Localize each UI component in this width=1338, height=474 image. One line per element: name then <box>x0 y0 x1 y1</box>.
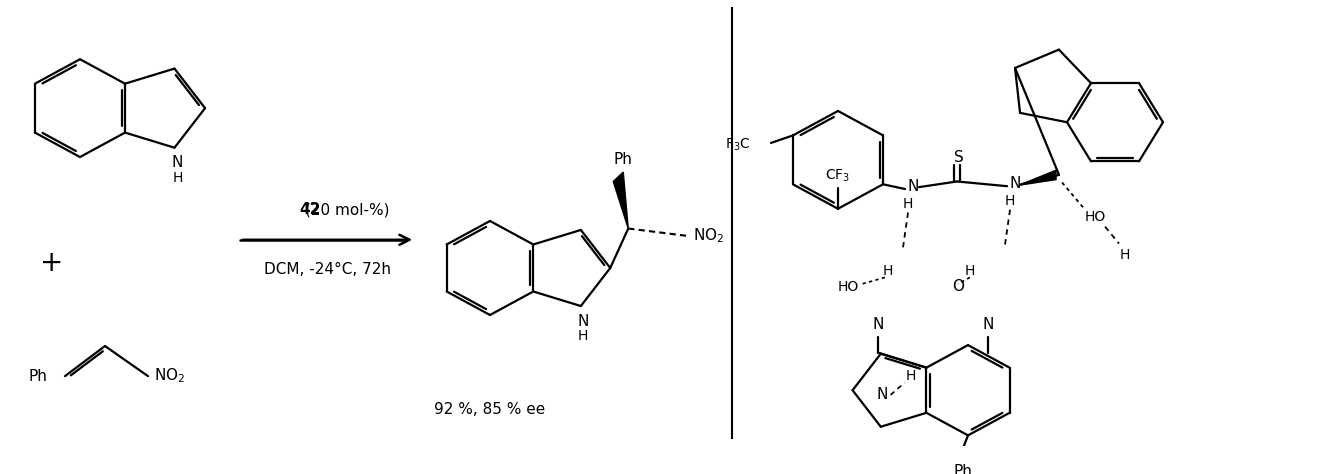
Text: N: N <box>577 314 589 328</box>
Text: H: H <box>906 369 915 383</box>
Text: O: O <box>953 279 963 294</box>
Text: NO$_2$: NO$_2$ <box>693 227 724 246</box>
Text: HO: HO <box>1084 210 1105 224</box>
Text: HO: HO <box>838 280 859 294</box>
Text: H: H <box>578 329 587 343</box>
Text: 92 %, 85 % ee: 92 %, 85 % ee <box>435 401 546 417</box>
Text: H: H <box>903 197 914 211</box>
Text: H: H <box>965 264 975 278</box>
Text: H: H <box>1005 194 1016 208</box>
Text: Ph: Ph <box>954 464 973 474</box>
Text: CF$_3$: CF$_3$ <box>826 168 851 184</box>
Text: DCM, -24°C, 72h: DCM, -24°C, 72h <box>264 263 391 277</box>
Polygon shape <box>1020 170 1056 185</box>
Text: N: N <box>872 317 883 332</box>
Text: 42: 42 <box>298 202 320 217</box>
Text: N: N <box>982 317 994 332</box>
Polygon shape <box>613 172 629 228</box>
Text: NO$_2$: NO$_2$ <box>154 367 185 385</box>
Text: F$_3$C: F$_3$C <box>725 137 751 153</box>
Text: H: H <box>173 171 183 185</box>
Text: N: N <box>171 155 183 170</box>
Text: Ph: Ph <box>614 152 633 167</box>
Text: N: N <box>907 179 919 194</box>
Text: (20 mol-%): (20 mol-%) <box>305 202 389 217</box>
Text: N: N <box>1009 176 1021 191</box>
Text: H: H <box>883 264 894 278</box>
Text: S: S <box>954 150 963 165</box>
Text: +: + <box>40 249 64 277</box>
Text: Ph: Ph <box>28 369 47 383</box>
Text: H: H <box>1120 248 1131 262</box>
Text: N: N <box>876 387 888 402</box>
